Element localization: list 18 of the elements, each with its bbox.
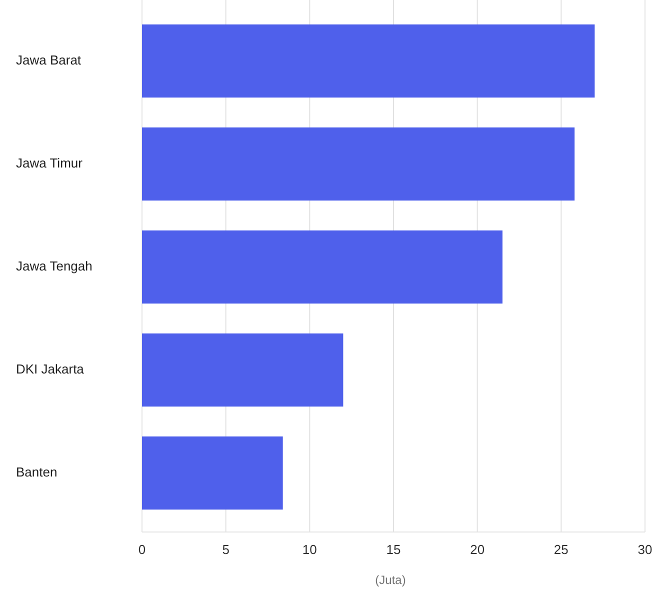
y-tick-label: Jawa Timur	[16, 155, 84, 170]
x-tick-label: 15	[386, 542, 401, 557]
y-tick-label: DKI Jakarta	[16, 361, 85, 376]
bar	[142, 333, 344, 407]
x-tick-label: 25	[554, 542, 568, 557]
y-tick-label: Jawa Barat	[16, 52, 82, 68]
y-tick-label: Banten	[16, 464, 58, 480]
x-tick-label: 30	[638, 542, 652, 557]
y-tick-label: Jawa Tengah	[16, 258, 92, 274]
bar	[142, 127, 575, 201]
x-axis-title: (Juta)	[375, 573, 406, 587]
x-tick-label: 5	[222, 542, 230, 557]
x-tick-label: 10	[302, 542, 317, 557]
bar	[142, 230, 502, 304]
x-tick-label: 0	[138, 542, 146, 557]
bar	[142, 24, 595, 98]
x-tick-label: 20	[470, 542, 485, 557]
bar	[142, 436, 283, 510]
